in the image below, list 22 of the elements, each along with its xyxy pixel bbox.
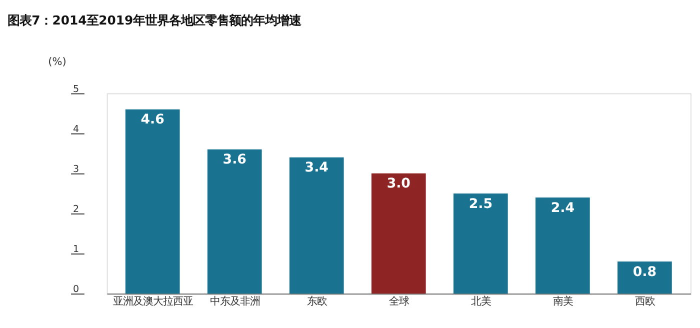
x-tick-label: 西欧 bbox=[635, 296, 656, 308]
x-tick-label: 全球 bbox=[389, 296, 410, 308]
y-axis-title: (%) bbox=[48, 56, 66, 68]
y-tick-label: 0 bbox=[72, 284, 80, 296]
y-tick-label: 4 bbox=[72, 124, 80, 135]
x-tick-label: 北美 bbox=[471, 296, 492, 308]
data-label: 2.4 bbox=[550, 200, 574, 216]
x-tick-label: 东欧 bbox=[307, 296, 328, 308]
data-label: 0.8 bbox=[632, 264, 657, 280]
x-tick-label: 中东及非洲 bbox=[210, 296, 260, 308]
x-tick-label: 亚洲及澳大拉西亚 bbox=[113, 296, 194, 308]
y-tick-label: 1 bbox=[72, 244, 80, 256]
y-tick-label: 5 bbox=[72, 84, 80, 95]
data-label: 3.4 bbox=[304, 160, 328, 176]
data-label: 2.5 bbox=[468, 196, 492, 212]
data-label: 3.0 bbox=[386, 176, 410, 192]
data-label: 4.6 bbox=[140, 112, 164, 128]
x-tick-label: 南美 bbox=[553, 296, 574, 308]
y-tick-label: 3 bbox=[72, 164, 80, 175]
data-label: 3.6 bbox=[222, 152, 246, 168]
chart-title: 图表7：2014至2019年世界各地区零售额的年均增速 bbox=[8, 12, 302, 28]
y-tick-label: 2 bbox=[72, 204, 80, 216]
